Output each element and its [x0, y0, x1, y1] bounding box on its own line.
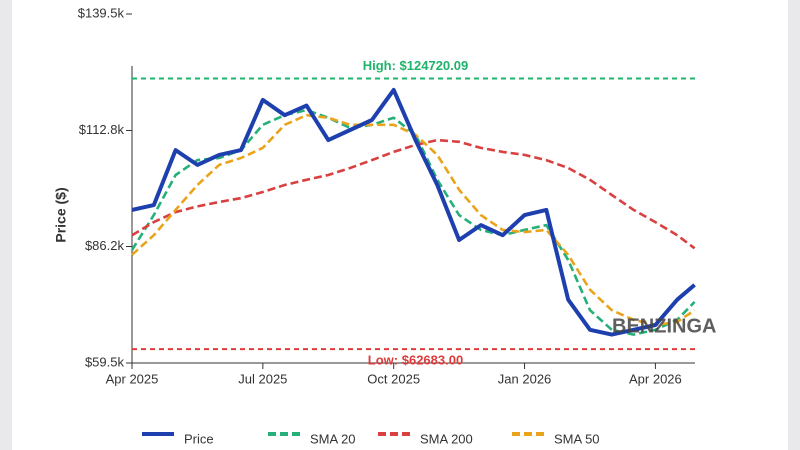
y-tick-label: $112.8k — [79, 122, 125, 137]
y-axis-label: Price ($) — [53, 187, 69, 242]
y-tick-label: $139.5k — [78, 5, 125, 20]
y-tick-label: $86.2k — [85, 238, 125, 253]
x-tick-label: Oct 2025 — [367, 371, 420, 386]
series-line — [131, 113, 696, 327]
watermark: BENZINGA — [612, 315, 716, 337]
series-line — [131, 87, 696, 337]
legend-label: SMA 50 — [554, 431, 600, 446]
x-tick-label: Jul 2025 — [238, 371, 287, 386]
x-tick-label: Jan 2026 — [498, 371, 552, 386]
x-tick-label: Apr 2025 — [106, 371, 159, 386]
reference-label: High: $124720.09 — [363, 58, 469, 73]
frame-right — [788, 0, 800, 450]
series-line — [131, 138, 696, 250]
legend-label: SMA 200 — [420, 431, 473, 446]
frame-left — [0, 0, 12, 450]
y-tick-label: $59.5k — [85, 354, 125, 369]
reference-label: Low: $62683.00 — [368, 353, 463, 368]
series-line — [130, 108, 696, 336]
x-tick-label: Apr 2026 — [629, 371, 682, 386]
legend-label: SMA 20 — [310, 431, 356, 446]
legend-label: Price — [184, 431, 214, 446]
